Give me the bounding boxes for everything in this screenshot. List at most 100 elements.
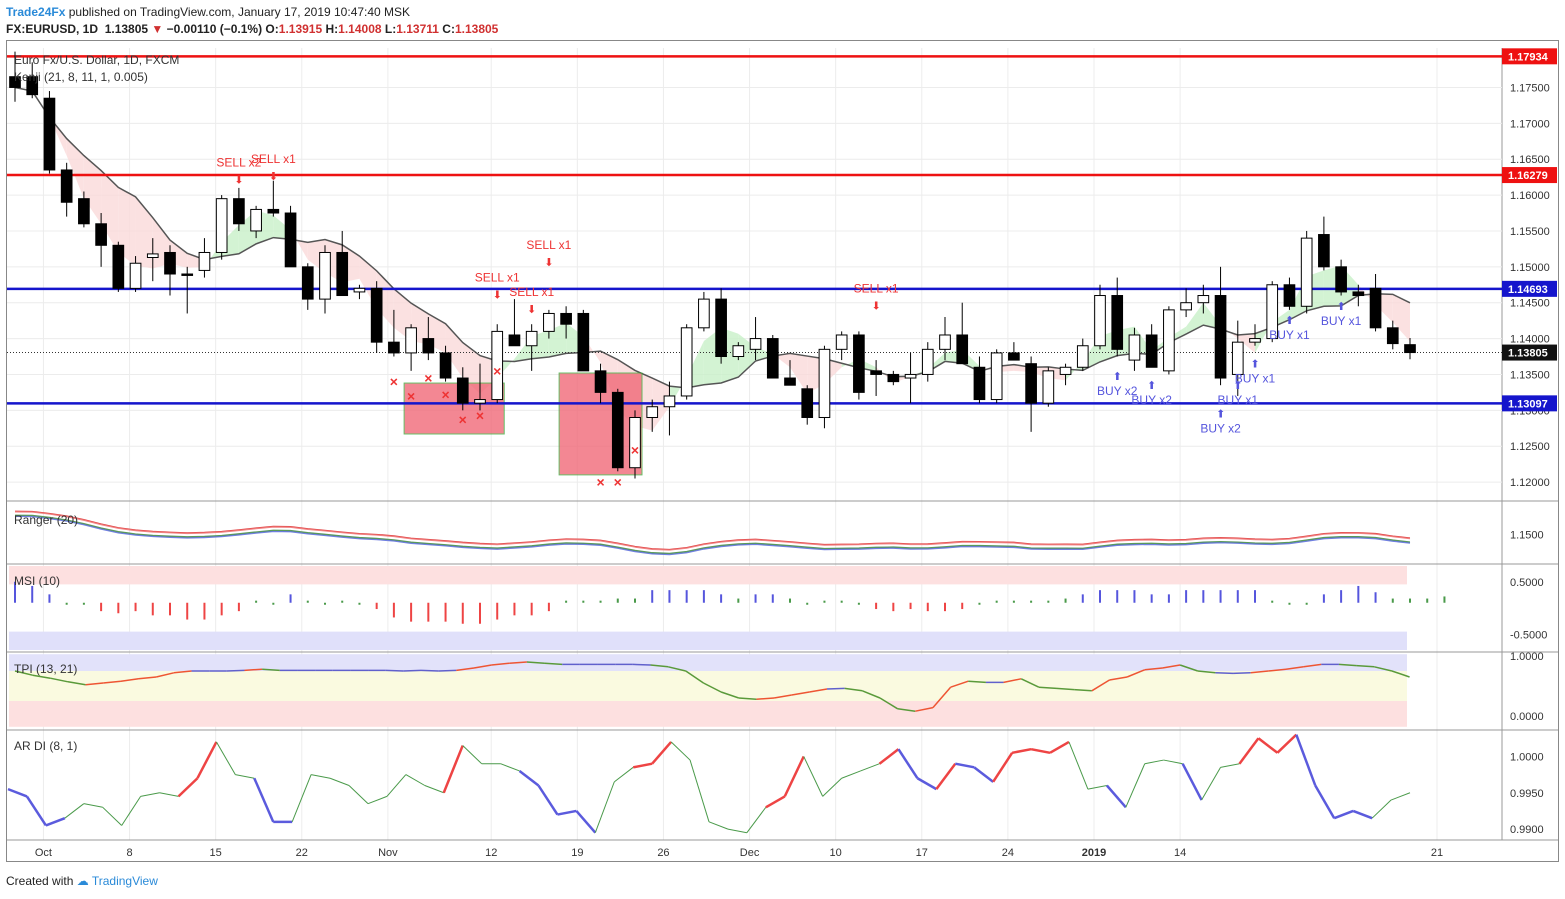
buy-arrow-icon: ⬆	[1216, 408, 1225, 420]
sell-arrow-icon: ⬇	[872, 300, 881, 312]
ardi-line-segment	[613, 766, 634, 783]
publisher-name[interactable]: Trade24Fx	[6, 5, 66, 19]
ardi-line-segment	[992, 752, 1014, 783]
kenji-cloud-segment	[204, 242, 222, 268]
x-mark: ×	[476, 407, 484, 423]
candle-up	[1163, 309, 1175, 372]
support-level-tag	[1502, 280, 1557, 297]
kenji-cloud-segment	[1186, 302, 1204, 335]
tpi-line-segment	[385, 669, 404, 672]
tpi-line-segment	[773, 694, 792, 699]
y-tick-label: 0.5000	[1510, 577, 1544, 589]
tpi-line-segment	[473, 664, 492, 669]
candle-down	[1318, 234, 1330, 268]
kenji-cloud-segment	[445, 323, 463, 379]
sell-arrow-icon: ⬇	[269, 171, 278, 183]
candle-up	[1180, 302, 1192, 311]
tpi-line-segment	[667, 666, 686, 672]
tpi-line-segment	[1091, 679, 1110, 692]
ardi-line-segment	[348, 785, 369, 805]
candle-up	[198, 251, 211, 271]
low-value: 1.13711	[396, 22, 439, 36]
signal-zone	[403, 382, 505, 435]
tpi-line-segment	[827, 687, 845, 690]
candle-down	[1335, 266, 1347, 293]
tpi-line-segment	[1250, 670, 1269, 674]
sell-signal-label: SELL x1	[251, 152, 296, 166]
ardi-line-segment	[955, 762, 975, 769]
candle-down	[1145, 334, 1158, 368]
open-label: O:	[265, 22, 279, 36]
candle-down	[1352, 291, 1365, 297]
candle-down	[1025, 363, 1037, 404]
kenji-indicator-label: Kenji (21, 8, 11, 1, 0.005)	[14, 70, 148, 84]
ardi-line-segment	[1144, 759, 1164, 765]
tpi-line-segment	[1056, 687, 1075, 691]
ardi-line-segment	[651, 741, 673, 765]
ardi-line-segment	[670, 741, 691, 761]
buy-arrow-icon: ⬆	[1147, 380, 1156, 392]
tpi-line-segment	[1268, 668, 1287, 672]
ardi-line-segment	[897, 748, 919, 779]
candle-down	[594, 370, 607, 393]
candle-up	[129, 262, 142, 289]
x-tick-label: Oct	[35, 847, 52, 859]
candle-down	[336, 251, 349, 297]
ardi-line-segment	[291, 774, 312, 823]
x-tick-label: Nov	[378, 847, 398, 859]
candle-down	[43, 97, 56, 171]
tpi-line-segment	[156, 672, 175, 678]
candle-up	[646, 406, 659, 418]
x-tick-label: 17	[916, 847, 928, 859]
candle-down	[1111, 295, 1124, 350]
tpi-line-segment	[1126, 669, 1146, 678]
tpi-line-segment	[32, 674, 51, 679]
tpi-line-segment	[932, 686, 952, 709]
tpi-line-segment	[1391, 670, 1410, 678]
last-price-tag	[1502, 344, 1557, 361]
sell-signal-label: SELL x1	[475, 271, 520, 285]
y-tick-label: 1.1500	[1510, 529, 1544, 541]
resistance-level-tag	[1502, 167, 1557, 184]
published-text: published on TradingView.com, January 17…	[68, 5, 411, 19]
low-label: L:	[384, 22, 397, 36]
candle-down	[388, 341, 400, 354]
ardi-line-segment	[1314, 784, 1336, 819]
candle-down	[784, 377, 796, 386]
candle-down	[422, 338, 435, 354]
candle-down	[973, 366, 986, 401]
candle-up	[1197, 295, 1210, 304]
sell-arrow-icon: ⬇	[234, 175, 243, 187]
tradingview-link[interactable]: TradingView	[91, 874, 158, 888]
candle-down	[560, 312, 572, 325]
x-tick-label: 24	[1002, 847, 1014, 859]
ardi-line-segment	[860, 763, 880, 772]
ardi-line-segment	[1011, 747, 1032, 755]
ardi-line-segment	[783, 755, 805, 797]
candle-up	[629, 416, 641, 469]
candle-up	[1128, 334, 1141, 361]
candle-up	[663, 395, 676, 408]
ardi-line-segment	[1181, 763, 1203, 801]
sell-signal-label: SELL x1	[854, 281, 899, 295]
tradingview-cloud-icon: ☁	[76, 874, 89, 888]
candle-down	[870, 370, 882, 375]
tpi-line-segment	[1179, 664, 1198, 672]
ardi-line-segment	[196, 741, 218, 779]
kenji-cloud-segment	[755, 346, 773, 361]
buy-arrow-icon: ⬆	[1337, 301, 1346, 313]
msi-upper-band	[9, 566, 1407, 585]
tpi-line-segment	[950, 680, 969, 688]
ardi-line-segment	[765, 795, 786, 809]
candle-down	[95, 223, 107, 246]
ardi-line-segment	[708, 821, 729, 830]
y-tick-label: 1.0000	[1510, 751, 1544, 763]
ardi-line-segment	[424, 785, 444, 794]
tpi-line-segment	[420, 669, 439, 672]
candle-up	[921, 348, 934, 375]
tpi-line-segment	[632, 663, 651, 666]
support-level-label: 1.13097	[1508, 398, 1548, 410]
tpi-line-segment	[244, 668, 263, 672]
x-mark: ×	[407, 388, 415, 404]
